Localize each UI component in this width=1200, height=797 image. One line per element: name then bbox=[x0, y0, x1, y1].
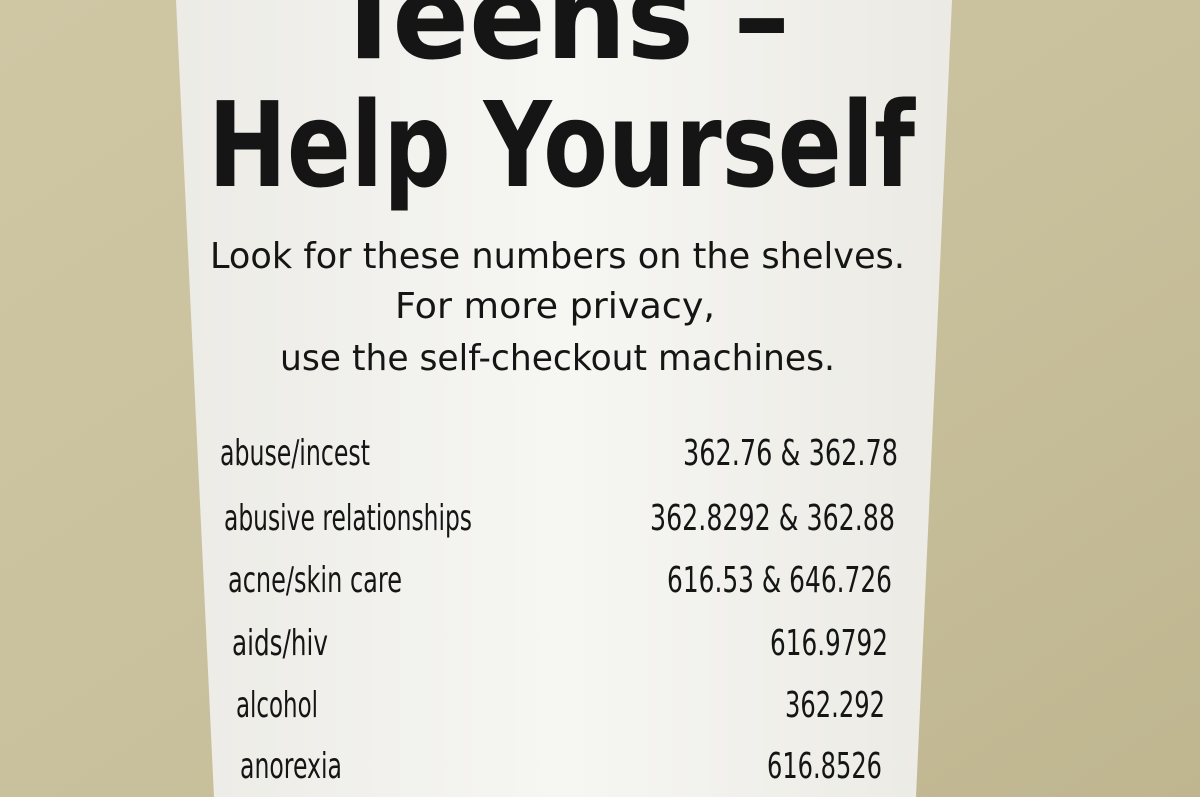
topic: abuse/incest bbox=[220, 433, 370, 474]
intro-line: Look for these numbers on the shelves. bbox=[210, 236, 905, 277]
sign bbox=[176, 0, 952, 797]
title-line: Help Yourself bbox=[208, 76, 916, 214]
topic: alcohol bbox=[236, 685, 318, 726]
topic: aids/hiv bbox=[232, 623, 328, 664]
call-number: 616.8526 bbox=[767, 746, 882, 787]
call-number: 616.53 & 646.726 bbox=[667, 560, 892, 601]
call-number: 362.8292 & 362.88 bbox=[650, 498, 895, 539]
call-number: 362.76 & 362.78 bbox=[683, 433, 898, 474]
topic: abusive relationships bbox=[224, 498, 472, 539]
table: abuse/incest 362.76 & 362.78 abusive relat… bbox=[220, 433, 898, 787]
topic: anorexia bbox=[240, 746, 342, 787]
topic: acne/skin care bbox=[228, 560, 402, 601]
call-number: 616.9792 bbox=[770, 623, 888, 664]
intro-line: For more privacy, bbox=[395, 286, 715, 327]
title-line: Teens – bbox=[330, 0, 790, 86]
intro-line: use the self-checkout machines. bbox=[280, 338, 835, 379]
call-number: 362.292 bbox=[785, 685, 885, 726]
intro: Look for these numbers on the shelves. Fo… bbox=[210, 236, 905, 379]
